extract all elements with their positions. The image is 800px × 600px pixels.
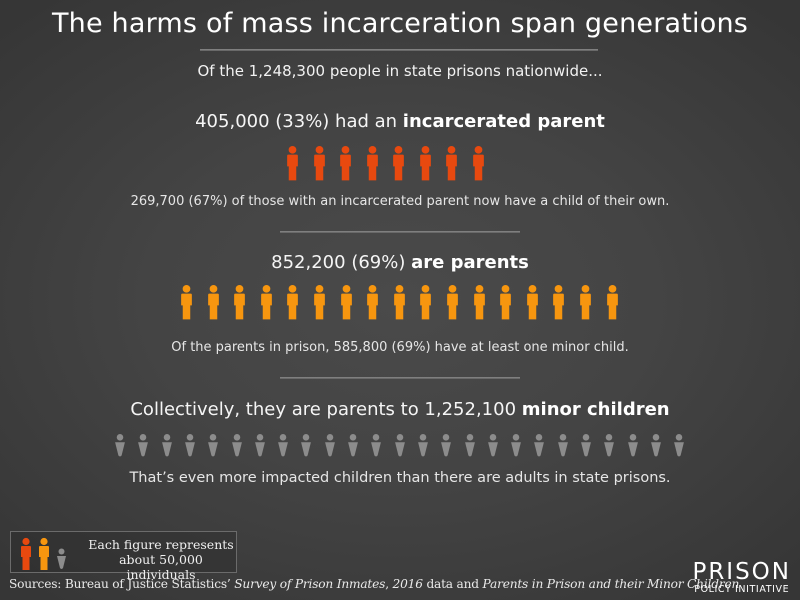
adult-figure-icon — [551, 284, 566, 336]
adult-figure-icon — [445, 284, 460, 336]
adult-figure-icon — [525, 284, 540, 336]
legend-line-2: about 50,000 individuals — [119, 552, 203, 582]
incarcerated-parent-note: 269,700 (67%) of those with an incarcera… — [130, 194, 670, 209]
logo-line-2: POLICY INITIATIVE — [694, 584, 790, 595]
source-survey-title: Survey of Prison Inmates — [234, 577, 386, 591]
section-divider — [280, 231, 520, 233]
child-figure-icon — [533, 432, 545, 463]
child-figure-icon — [347, 432, 359, 463]
adult-figure-icon — [285, 145, 300, 191]
child-figure-icon — [464, 432, 476, 463]
child-figure-icon — [650, 432, 662, 463]
source-year: 2016 — [392, 577, 423, 591]
adult-figure-icon — [312, 284, 327, 336]
child-figure-icon — [510, 432, 522, 463]
child-figure-icon — [300, 432, 312, 463]
child-figure-icon — [161, 432, 173, 463]
child-figure-icon — [417, 432, 429, 463]
parents-heading: 852,200 (69%) are parents — [0, 252, 800, 273]
child-figure-icon — [673, 432, 685, 463]
heading-stat: 405,000 (33%) had an — [195, 111, 403, 132]
sources-citation: Sources: Bureau of Justice Statistics’ S… — [9, 577, 739, 591]
heading-emphasis: minor children — [521, 399, 670, 420]
child-figure-icon — [231, 432, 243, 463]
sources-prefix: Sources: Bureau of Justice Statistics’ — [9, 577, 235, 591]
adult-figure-icon — [472, 284, 487, 336]
parents-note: Of the parents in prison, 585,800 (69%) … — [171, 340, 629, 355]
child-figure-icon — [277, 432, 289, 463]
page-title: The harms of mass incarceration span gen… — [51, 8, 749, 39]
adult-figure-orange-icon — [39, 537, 49, 570]
adult-figure-icon — [418, 284, 433, 336]
child-figure-icon — [137, 432, 149, 463]
legend-text: Each figure represents about 50,000 indi… — [87, 537, 235, 582]
adult-figure-icon — [339, 284, 354, 336]
children-heading: Collectively, they are parents to 1,252,… — [0, 399, 800, 420]
adult-figure-icon — [391, 145, 406, 191]
child-figure-icon — [254, 432, 266, 463]
child-figure-icon — [440, 432, 452, 463]
child-figure-icon — [487, 432, 499, 463]
adult-figure-icon — [444, 145, 459, 191]
adult-figure-icon — [338, 145, 353, 191]
adult-figure-icon — [498, 284, 513, 336]
heading-stat: 852,200 (69%) — [271, 252, 412, 273]
legend-box: Each figure represents about 50,000 indi… — [10, 531, 237, 582]
source-report-title: Parents in Prison and their Minor Childr… — [482, 577, 740, 591]
child-figure-icon — [394, 432, 406, 463]
adult-figure-icon — [206, 284, 221, 336]
parents-pictograph — [0, 284, 800, 328]
child-figure-icon — [603, 432, 615, 463]
child-figure-icon — [557, 432, 569, 463]
adult-figure-icon — [232, 284, 247, 336]
child-figure-gray-icon — [57, 548, 66, 569]
adult-figure-icon — [179, 284, 194, 336]
adult-figure-icon — [497, 145, 512, 191]
section-divider — [280, 377, 520, 379]
adult-figure-icon — [312, 145, 327, 191]
sources-sep: data and — [422, 577, 483, 591]
incarcerated-parent-pictograph — [0, 145, 800, 189]
adult-figure-icon — [365, 284, 380, 336]
incarcerated-parent-heading: 405,000 (33%) had an incarcerated parent — [0, 111, 800, 132]
children-note: That’s even more impacted children than … — [129, 470, 671, 486]
adult-figure-icon — [285, 284, 300, 336]
child-figure-icon — [114, 432, 126, 463]
child-figure-icon — [370, 432, 382, 463]
adult-figure-icon — [259, 284, 274, 336]
prison-policy-initiative-logo: PRISON POLICY INITIATIVE — [692, 560, 791, 596]
adult-figure-red-icon — [21, 537, 31, 570]
heading-emphasis: are parents — [411, 252, 529, 273]
subtitle: Of the 1,248,300 people in state prisons… — [197, 62, 603, 80]
legend-line-1: Each figure represents — [88, 537, 234, 552]
child-figure-icon — [324, 432, 336, 463]
heading-emphasis: incarcerated parent — [402, 111, 605, 132]
title-divider — [200, 49, 598, 51]
sources-sep: , — [385, 577, 393, 591]
heading-stat: Collectively, they are parents to 1,252,… — [130, 399, 522, 420]
adult-figure-icon — [605, 284, 620, 336]
children-pictograph — [0, 432, 800, 476]
child-figure-icon — [207, 432, 219, 463]
adult-figure-icon — [471, 145, 486, 191]
child-figure-icon — [184, 432, 196, 463]
logo-line-1: PRISON — [692, 559, 791, 585]
child-figure-icon — [580, 432, 592, 463]
adult-figure-icon — [578, 284, 593, 336]
child-figure-icon — [627, 432, 639, 463]
adult-figure-icon — [392, 284, 407, 336]
adult-figure-icon — [365, 145, 380, 191]
adult-figure-icon — [418, 145, 433, 191]
